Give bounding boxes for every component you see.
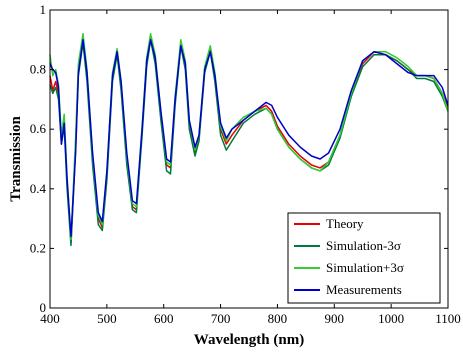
plot-frame bbox=[49, 9, 449, 309]
y-tick-label: 0.4 bbox=[30, 181, 47, 196]
x-tick-label: 900 bbox=[325, 311, 345, 326]
x-tick-label: 600 bbox=[154, 311, 174, 326]
y-tick-label: 0.2 bbox=[30, 240, 46, 255]
series-line-3 bbox=[49, 39, 449, 238]
y-tick-label: 0.6 bbox=[30, 121, 47, 136]
x-tick-label: 800 bbox=[268, 311, 288, 326]
y-tick-label: 1 bbox=[40, 2, 47, 17]
x-tick-label: 500 bbox=[97, 311, 117, 326]
y-tick-label: 0 bbox=[40, 300, 47, 315]
y-tick-label: 0.8 bbox=[30, 62, 46, 77]
legend-label-3: Measurements bbox=[326, 282, 402, 297]
x-tick-label: 400 bbox=[40, 311, 60, 326]
series-layer bbox=[49, 33, 449, 247]
x-tick-label: 1100 bbox=[435, 311, 461, 326]
tick-layer: 400 500 600 700 800 900 1000 1100 0 0.2 0.4 0.6 0.8 1 bbox=[30, 2, 461, 326]
y-axis-title: Transmission bbox=[8, 116, 24, 202]
x-tick-label: 700 bbox=[211, 311, 231, 326]
x-tick-label: 1000 bbox=[378, 311, 404, 326]
legend-label-0: Theory bbox=[326, 216, 364, 231]
legend-label-2: Simulation+3σ bbox=[326, 260, 404, 275]
legend-label-1: Simulation-3σ bbox=[326, 238, 401, 253]
x-axis-title: Wavelength (nm) bbox=[194, 332, 304, 348]
legend: Theory Simulation-3σ Simulation+3σ Measurem… bbox=[287, 212, 441, 304]
legend-box bbox=[287, 212, 441, 304]
